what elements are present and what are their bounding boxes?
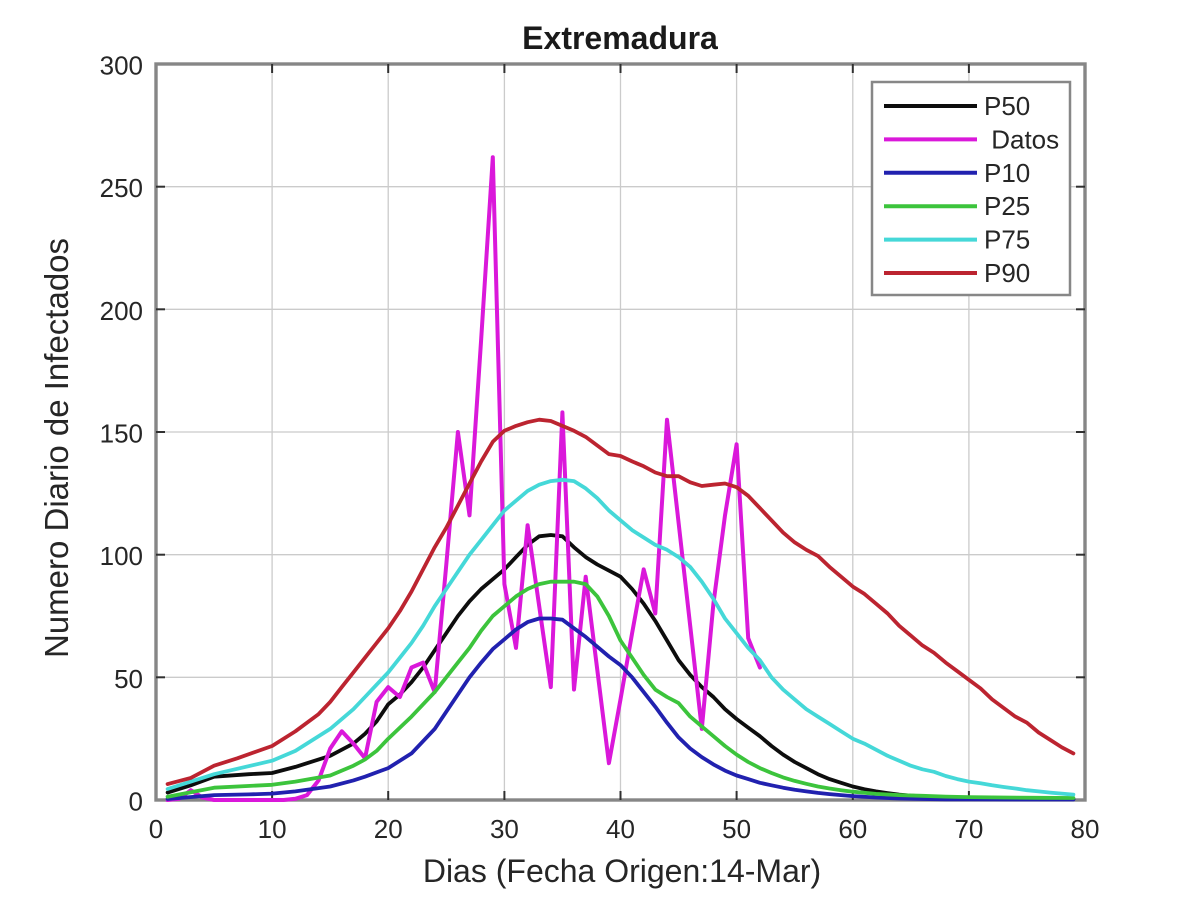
svg-text:P10: P10 bbox=[984, 158, 1030, 188]
svg-text:Dias (Fecha Origen:14-Mar): Dias (Fecha Origen:14-Mar) bbox=[423, 853, 821, 889]
svg-text:40: 40 bbox=[606, 814, 635, 844]
svg-text:Extremadura: Extremadura bbox=[522, 20, 718, 56]
svg-text:100: 100 bbox=[100, 541, 143, 571]
svg-text:50: 50 bbox=[114, 664, 143, 694]
svg-text:0: 0 bbox=[129, 787, 143, 817]
svg-text:200: 200 bbox=[100, 296, 143, 326]
svg-text:30: 30 bbox=[490, 814, 519, 844]
svg-text:P25: P25 bbox=[984, 191, 1030, 221]
svg-text:80: 80 bbox=[1071, 814, 1100, 844]
svg-text:60: 60 bbox=[838, 814, 867, 844]
svg-text:P75: P75 bbox=[984, 225, 1030, 255]
svg-text:P50: P50 bbox=[984, 91, 1030, 121]
svg-text:P90: P90 bbox=[984, 258, 1030, 288]
svg-text:0: 0 bbox=[149, 814, 163, 844]
svg-text:300: 300 bbox=[100, 51, 143, 81]
svg-text:Numero Diario de Infectados: Numero Diario de Infectados bbox=[38, 238, 75, 658]
svg-text:70: 70 bbox=[954, 814, 983, 844]
svg-text:50: 50 bbox=[722, 814, 751, 844]
svg-text:250: 250 bbox=[100, 173, 143, 203]
svg-text:10: 10 bbox=[258, 814, 287, 844]
svg-text:150: 150 bbox=[100, 419, 143, 449]
svg-text:20: 20 bbox=[374, 814, 403, 844]
svg-text:Datos: Datos bbox=[984, 124, 1059, 154]
